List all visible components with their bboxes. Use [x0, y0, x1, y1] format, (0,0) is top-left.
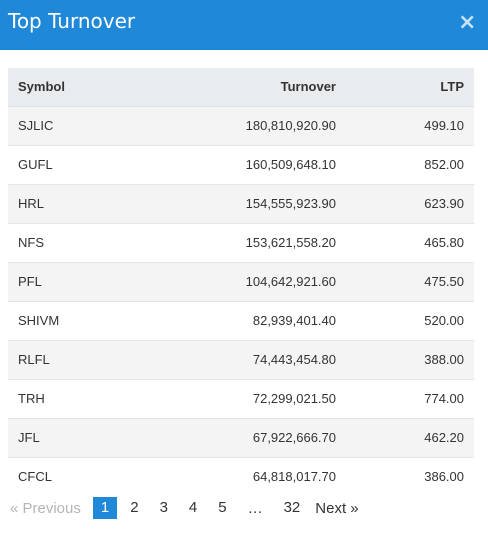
table-row[interactable]: HRL 154,555,923.90 623.90: [8, 183, 474, 223]
turnover-cell: 82,939,401.40: [158, 300, 348, 340]
turnover-cell: 154,555,923.90: [158, 183, 348, 223]
column-header-ltp[interactable]: LTP: [348, 68, 474, 107]
modal-header: Top Turnover ×: [0, 0, 488, 50]
symbol-cell: JFL: [8, 417, 158, 457]
symbol-cell: TRH: [8, 378, 158, 418]
symbol-cell: GUFL: [8, 144, 158, 184]
page-button-4[interactable]: 4: [188, 499, 198, 516]
modal-title: Top Turnover: [8, 9, 136, 33]
table-row[interactable]: RLFL 74,443,454.80 388.00: [8, 339, 474, 379]
turnover-cell: 104,642,921.60: [158, 261, 348, 301]
close-icon[interactable]: ×: [458, 10, 477, 35]
table-row[interactable]: CFCL 64,818,017.70 386.00: [8, 456, 474, 488]
turnover-cell: 72,299,021.50: [158, 378, 348, 418]
column-header-symbol[interactable]: Symbol: [8, 68, 158, 107]
ltp-cell: 852.00: [348, 144, 474, 184]
table-row[interactable]: SJLIC 180,810,920.90 499.10: [8, 105, 474, 145]
turnover-cell: 180,810,920.90: [158, 105, 348, 145]
next-page-button[interactable]: Next »: [315, 499, 359, 517]
turnover-cell: 160,509,648.10: [158, 144, 348, 184]
pagination: « Previous 1 2 3 4 5 … 32 Next »: [10, 497, 359, 519]
page-button-2[interactable]: 2: [130, 499, 139, 516]
ltp-cell: 475.50: [348, 261, 474, 301]
ltp-cell: 623.90: [348, 183, 474, 223]
ltp-cell: 499.10: [348, 105, 474, 145]
column-header-turnover[interactable]: Turnover: [158, 68, 348, 107]
turnover-cell: 67,922,666.70: [158, 417, 348, 457]
pagination-ellipsis: …: [247, 499, 263, 517]
turnover-cell: 153,621,558.20: [158, 222, 348, 262]
symbol-cell: HRL: [8, 183, 158, 223]
turnover-table-container: Symbol Turnover LTP SJLIC 180,810,920.90…: [8, 68, 474, 488]
turnover-table: Symbol Turnover LTP SJLIC 180,810,920.90…: [8, 68, 474, 488]
table-row[interactable]: NFS 153,621,558.20 465.80: [8, 222, 474, 262]
ltp-cell: 386.00: [348, 456, 474, 488]
ltp-cell: 388.00: [348, 339, 474, 379]
table-row[interactable]: TRH 72,299,021.50 774.00: [8, 378, 474, 418]
table-row[interactable]: PFL 104,642,921.60 475.50: [8, 261, 474, 301]
symbol-cell: PFL: [8, 261, 158, 301]
table-header-row: Symbol Turnover LTP: [8, 68, 474, 107]
previous-page-button: « Previous: [10, 499, 81, 517]
turnover-cell: 64,818,017.70: [158, 456, 348, 488]
page-button-5[interactable]: 5: [218, 499, 227, 516]
table-row[interactable]: SHIVM 82,939,401.40 520.00: [8, 300, 474, 340]
symbol-cell: CFCL: [8, 456, 158, 488]
ltp-cell: 462.20: [348, 417, 474, 457]
page-button-3[interactable]: 3: [159, 499, 168, 516]
table-row[interactable]: JFL 67,922,666.70 462.20: [8, 417, 474, 457]
table-row[interactable]: GUFL 160,509,648.10 852.00: [8, 144, 474, 184]
ltp-cell: 774.00: [348, 378, 474, 418]
ltp-cell: 465.80: [348, 222, 474, 262]
symbol-cell: RLFL: [8, 339, 158, 379]
symbol-cell: NFS: [8, 222, 158, 262]
symbol-cell: SHIVM: [8, 300, 158, 340]
turnover-cell: 74,443,454.80: [158, 339, 348, 379]
page-button-last[interactable]: 32: [283, 499, 301, 516]
symbol-cell: SJLIC: [8, 105, 158, 145]
ltp-cell: 520.00: [348, 300, 474, 340]
page-button-1[interactable]: 1: [92, 497, 118, 519]
